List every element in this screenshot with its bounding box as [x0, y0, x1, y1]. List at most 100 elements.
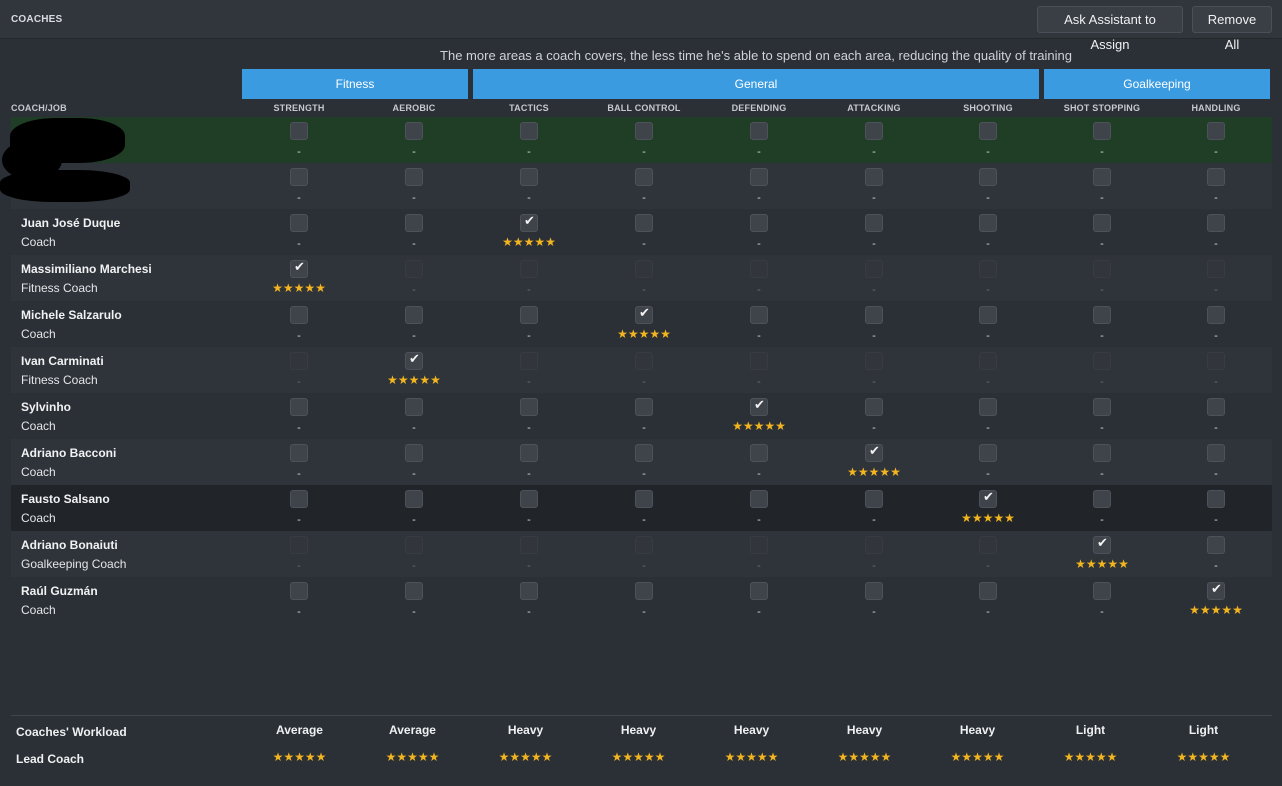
- assign-checkbox[interactable]: [1093, 352, 1111, 370]
- assign-checkbox[interactable]: [979, 260, 997, 278]
- assign-checkbox[interactable]: [1207, 490, 1225, 508]
- assign-checkbox[interactable]: [1207, 444, 1225, 462]
- assign-checkbox[interactable]: [635, 536, 653, 554]
- assign-checkbox[interactable]: [290, 352, 308, 370]
- coach-row[interactable]: Sylvinho Coach - - - - ★★★★★ - - - -: [11, 393, 1272, 439]
- assign-checkbox[interactable]: [865, 582, 883, 600]
- assign-checkbox[interactable]: [865, 122, 883, 140]
- assign-checkbox[interactable]: [1207, 398, 1225, 416]
- coach-name[interactable]: Fausto Salsano: [21, 492, 110, 506]
- assign-checkbox[interactable]: [1207, 122, 1225, 140]
- assign-checkbox[interactable]: [520, 398, 538, 416]
- assign-checkbox[interactable]: [635, 260, 653, 278]
- assign-checkbox[interactable]: [1093, 582, 1111, 600]
- ask-assistant-button[interactable]: Ask Assistant to Assign: [1037, 6, 1183, 52]
- assign-checkbox[interactable]: [520, 582, 538, 600]
- assign-checkbox[interactable]: [405, 306, 423, 324]
- coach-row[interactable]: ---------: [11, 163, 1272, 209]
- assign-checkbox[interactable]: [405, 260, 423, 278]
- assign-checkbox[interactable]: [750, 490, 768, 508]
- assign-checkbox[interactable]: [405, 444, 423, 462]
- assign-checkbox[interactable]: [1093, 260, 1111, 278]
- coach-name[interactable]: Raúl Guzmán: [21, 584, 98, 598]
- assign-checkbox[interactable]: [290, 582, 308, 600]
- assigned-checkbox[interactable]: [290, 260, 308, 278]
- assign-checkbox[interactable]: [520, 536, 538, 554]
- assign-checkbox[interactable]: [290, 122, 308, 140]
- assign-checkbox[interactable]: [290, 306, 308, 324]
- assign-checkbox[interactable]: [750, 582, 768, 600]
- assign-checkbox[interactable]: [520, 168, 538, 186]
- assign-checkbox[interactable]: [865, 214, 883, 232]
- assign-checkbox[interactable]: [405, 490, 423, 508]
- coach-name[interactable]: Sylvinho: [21, 400, 72, 414]
- assigned-checkbox[interactable]: [865, 444, 883, 462]
- coach-row[interactable]: Fausto Salsano Coach - - - - - - ★★★★★ - -: [11, 485, 1272, 531]
- assign-checkbox[interactable]: [979, 398, 997, 416]
- coach-name[interactable]: Juan José Duque: [21, 216, 121, 230]
- assign-checkbox[interactable]: [979, 444, 997, 462]
- assign-checkbox[interactable]: [290, 536, 308, 554]
- assign-checkbox[interactable]: [1093, 306, 1111, 324]
- assign-checkbox[interactable]: [865, 168, 883, 186]
- assign-checkbox[interactable]: [635, 214, 653, 232]
- assign-checkbox[interactable]: [750, 214, 768, 232]
- assign-checkbox[interactable]: [1093, 490, 1111, 508]
- assign-checkbox[interactable]: [405, 168, 423, 186]
- assign-checkbox[interactable]: [520, 490, 538, 508]
- assign-checkbox[interactable]: [750, 168, 768, 186]
- assign-checkbox[interactable]: [290, 168, 308, 186]
- assign-checkbox[interactable]: [635, 122, 653, 140]
- assigned-checkbox[interactable]: [979, 490, 997, 508]
- assign-checkbox[interactable]: [750, 122, 768, 140]
- coach-row[interactable]: Juan José Duque Coach - - ★★★★★ - - - - - -: [11, 209, 1272, 255]
- assign-checkbox[interactable]: [635, 444, 653, 462]
- assign-checkbox[interactable]: [520, 444, 538, 462]
- assign-checkbox[interactable]: [979, 582, 997, 600]
- coach-name[interactable]: Massimiliano Marchesi: [21, 262, 152, 276]
- assign-checkbox[interactable]: [1207, 306, 1225, 324]
- assign-checkbox[interactable]: [405, 122, 423, 140]
- assign-checkbox[interactable]: [635, 398, 653, 416]
- assign-checkbox[interactable]: [1093, 398, 1111, 416]
- assign-checkbox[interactable]: [865, 260, 883, 278]
- assign-checkbox[interactable]: [520, 260, 538, 278]
- assign-checkbox[interactable]: [865, 398, 883, 416]
- assign-checkbox[interactable]: [1093, 444, 1111, 462]
- assigned-checkbox[interactable]: [635, 306, 653, 324]
- coach-name[interactable]: Michele Salzarulo: [21, 308, 122, 322]
- coach-row[interactable]: Massimiliano Marchesi Fitness Coach ★★★★★ -…: [11, 255, 1272, 301]
- assigned-checkbox[interactable]: [750, 398, 768, 416]
- assign-checkbox[interactable]: [979, 536, 997, 554]
- assign-checkbox[interactable]: [290, 490, 308, 508]
- coach-row[interactable]: ---------: [11, 117, 1272, 163]
- assign-checkbox[interactable]: [979, 352, 997, 370]
- assign-checkbox[interactable]: [979, 306, 997, 324]
- assign-checkbox[interactable]: [635, 582, 653, 600]
- assign-checkbox[interactable]: [979, 168, 997, 186]
- assign-checkbox[interactable]: [979, 122, 997, 140]
- assign-checkbox[interactable]: [1207, 260, 1225, 278]
- assign-checkbox[interactable]: [750, 352, 768, 370]
- assign-checkbox[interactable]: [635, 490, 653, 508]
- assign-checkbox[interactable]: [1207, 168, 1225, 186]
- assign-checkbox[interactable]: [750, 260, 768, 278]
- assign-checkbox[interactable]: [635, 168, 653, 186]
- coach-row[interactable]: Raúl Guzmán Coach - - - - - - - - ★★★★★: [11, 577, 1272, 623]
- assign-checkbox[interactable]: [290, 214, 308, 232]
- assign-checkbox[interactable]: [1093, 214, 1111, 232]
- assign-checkbox[interactable]: [520, 306, 538, 324]
- assign-checkbox[interactable]: [750, 306, 768, 324]
- remove-all-button[interactable]: Remove All: [1192, 6, 1272, 52]
- assign-checkbox[interactable]: [979, 214, 997, 232]
- assign-checkbox[interactable]: [1093, 122, 1111, 140]
- coach-name[interactable]: Adriano Bacconi: [21, 446, 117, 460]
- assign-checkbox[interactable]: [520, 122, 538, 140]
- coach-row[interactable]: Ivan Carminati Fitness Coach - ★★★★★ - - - - - - -: [11, 347, 1272, 393]
- coach-row[interactable]: Adriano Bonaiuti Goalkeeping Coach - - - - - - -…: [11, 531, 1272, 577]
- assign-checkbox[interactable]: [750, 444, 768, 462]
- assign-checkbox[interactable]: [1093, 168, 1111, 186]
- assigned-checkbox[interactable]: [520, 214, 538, 232]
- assign-checkbox[interactable]: [865, 306, 883, 324]
- assign-checkbox[interactable]: [865, 490, 883, 508]
